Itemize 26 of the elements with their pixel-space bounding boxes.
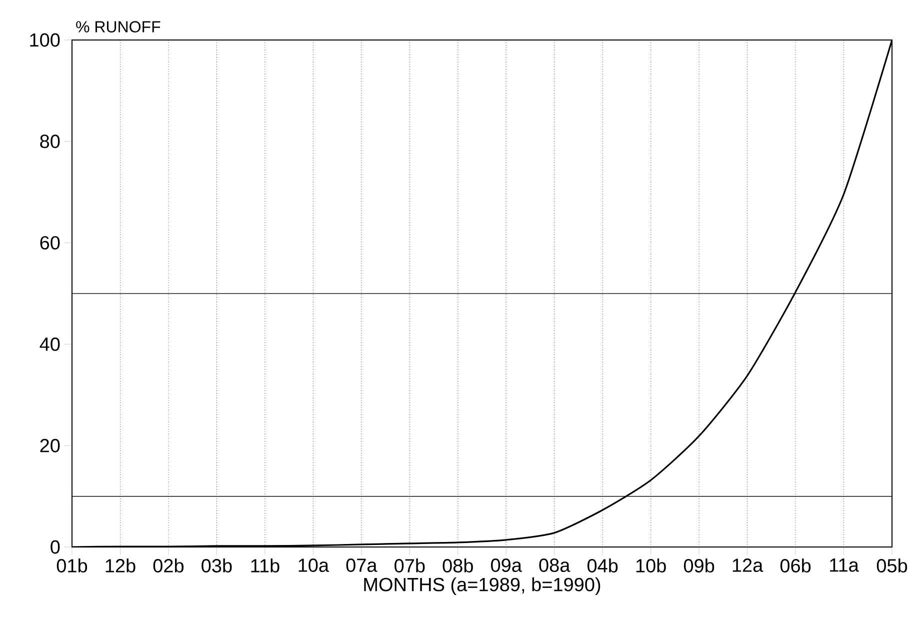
- y-tick-label: 80: [40, 134, 60, 148]
- x-tick-label: 03b: [202, 558, 232, 572]
- x-tick-label: 09a: [491, 558, 522, 572]
- x-tick-label: 04b: [587, 558, 618, 572]
- x-tick-label: 07b: [394, 558, 425, 572]
- x-tick-label: 02b: [153, 558, 184, 572]
- x-tick-label: 12b: [106, 558, 136, 572]
- x-tick-label: 08a: [539, 558, 570, 572]
- y-tick-label: 0: [50, 540, 60, 554]
- x-axis-title: MONTHS (a=1989, b=1990): [364, 577, 600, 596]
- x-tick-label: 05b: [876, 558, 908, 572]
- y-tick-label: 60: [40, 236, 60, 250]
- y-axis-title: % RUNOFF: [76, 21, 160, 32]
- x-tick-label: 06b: [780, 558, 811, 572]
- x-tick-label: 12a: [732, 558, 764, 572]
- x-tick-label: 11a: [830, 558, 859, 572]
- x-tick-label: 08b: [442, 558, 473, 572]
- x-tick-label: 09b: [684, 558, 714, 572]
- x-tick-label: 01b: [56, 558, 88, 572]
- y-tick-label: 100: [30, 33, 60, 47]
- x-tick-label: 07a: [346, 558, 378, 572]
- x-tick-label: 10a: [298, 558, 330, 572]
- y-tick-label: 40: [40, 337, 60, 351]
- x-tick-label: 10b: [636, 558, 666, 572]
- y-tick-label: 20: [40, 438, 60, 452]
- x-tick-label: 11b: [251, 558, 280, 572]
